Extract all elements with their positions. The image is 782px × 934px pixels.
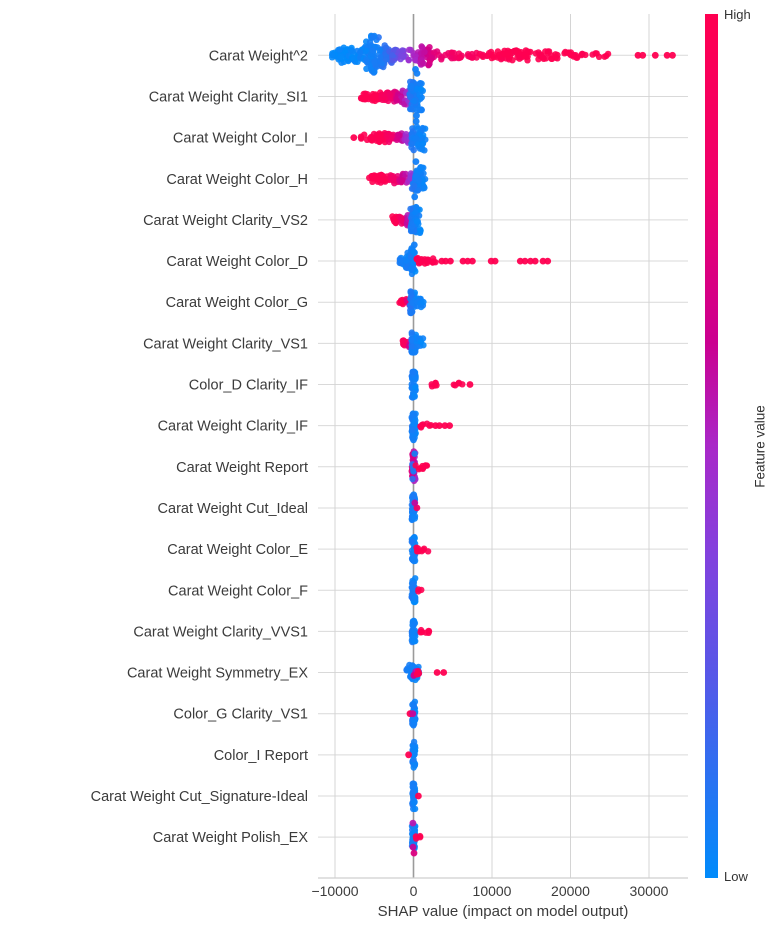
beeswarm-row (396, 245, 552, 278)
feature-label: Carat Weight Clarity_SI1 (149, 89, 308, 105)
feature-label: Carat Weight Clarity_VS2 (143, 213, 308, 229)
x-axis-tick-labels: −10000 0 10000 20000 30000 (311, 883, 668, 899)
beeswarm-row (408, 368, 474, 401)
feature-label: Carat Weight Color_D (166, 254, 308, 270)
x-tick-label: −10000 (311, 883, 358, 899)
y-axis-labels: Carat Weight^2 Carat Weight Clarity_SI1 Ca… (91, 48, 309, 846)
beeswarm-row (403, 661, 448, 684)
feature-label: Carat Weight Color_F (168, 583, 308, 599)
beeswarm-row (409, 780, 422, 813)
gridlines (318, 14, 688, 878)
beeswarm-row (408, 436, 431, 499)
beeswarm-row (408, 819, 424, 857)
beeswarm-row (366, 164, 429, 194)
beeswarm-row (350, 112, 429, 166)
beeswarm-row (357, 66, 426, 125)
beeswarm-row (408, 410, 453, 442)
x-tick-label: 30000 (630, 883, 669, 899)
x-tick-label: 20000 (551, 883, 590, 899)
x-tick-label: 10000 (473, 883, 512, 899)
feature-label: Carat Weight Cut_Ideal (158, 501, 308, 517)
beeswarm-row (406, 698, 419, 729)
feature-label: Color_I Report (214, 748, 308, 764)
beeswarm-row (389, 193, 424, 249)
feature-label: Carat Weight Clarity_IF (158, 419, 309, 435)
feature-label: Carat Weight Color_E (167, 542, 308, 558)
feature-label: Color_D Clarity_IF (189, 378, 308, 394)
colorbar-low-label: Low (724, 869, 748, 884)
beeswarm-row (405, 738, 419, 771)
colorbar-high-label: High (724, 7, 751, 22)
colorbar-title: Feature value (752, 405, 768, 488)
feature-label: Carat Weight^2 (209, 48, 308, 64)
feature-label: Carat Weight Color_H (166, 172, 308, 188)
beeswarm-row (408, 533, 432, 565)
feature-label: Carat Weight Polish_EX (153, 830, 309, 846)
feature-label: Carat Weight Report (176, 460, 308, 476)
x-tick-label: 0 (410, 883, 418, 899)
beeswarm-row (408, 617, 433, 646)
beeswarm-row (408, 575, 425, 606)
beeswarm-row (408, 493, 421, 524)
x-axis-title: SHAP value (impact on model output) (377, 903, 629, 920)
beeswarm-points (329, 32, 676, 857)
beeswarm-row (396, 288, 427, 317)
feature-label: Carat Weight Color_I (173, 131, 308, 147)
feature-label: Carat Weight Clarity_VS1 (143, 336, 308, 352)
beeswarm-row (329, 32, 676, 76)
feature-label: Carat Weight Cut_Signature-Ideal (91, 789, 308, 805)
feature-label: Carat Weight Color_G (166, 295, 308, 311)
colorbar-gradient (705, 14, 718, 878)
beeswarm-row (399, 329, 427, 356)
feature-label: Carat Weight Clarity_VVS1 (133, 624, 308, 640)
feature-label: Color_G Clarity_VS1 (173, 707, 308, 723)
feature-label: Carat Weight Symmetry_EX (127, 666, 308, 682)
